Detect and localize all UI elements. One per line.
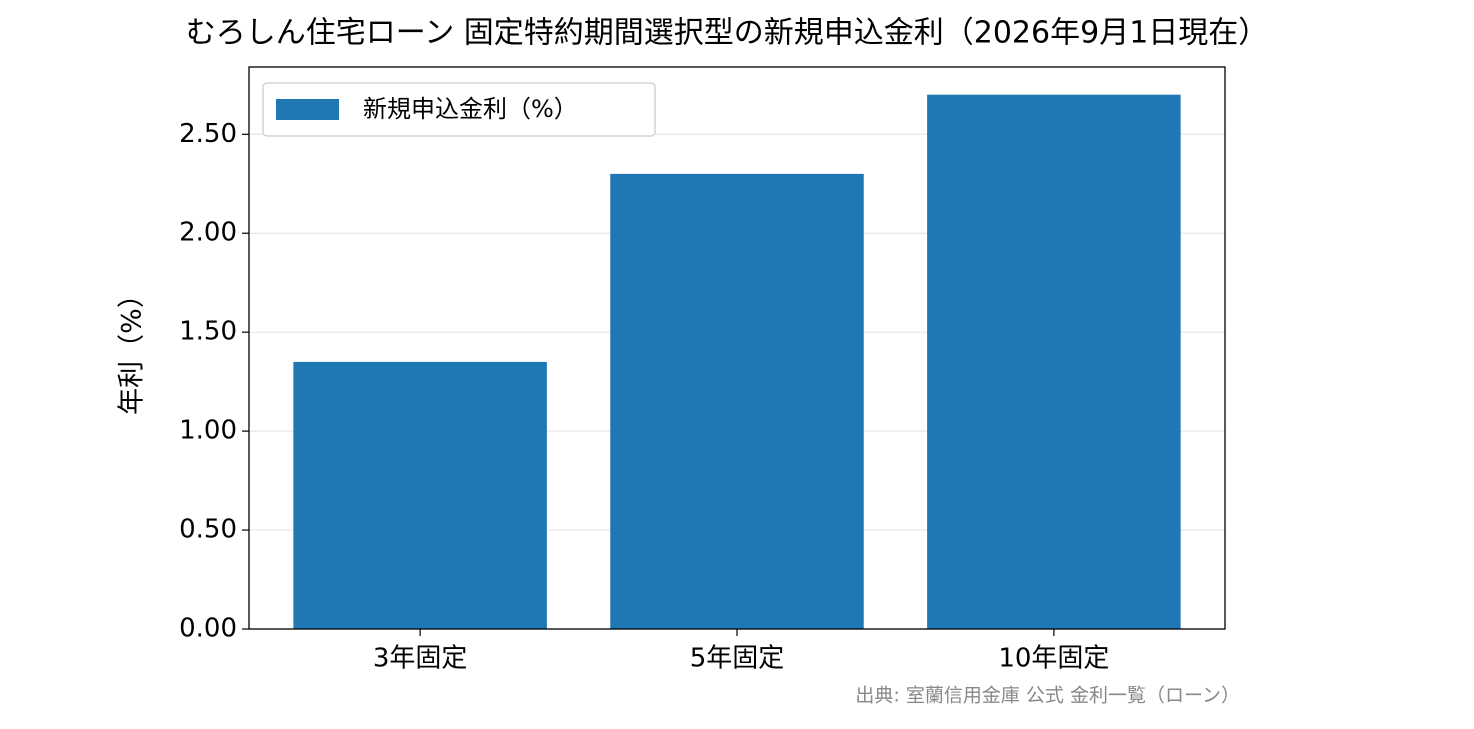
bar bbox=[610, 173, 864, 629]
x-tick-label: 5年固定 bbox=[690, 644, 785, 674]
bar bbox=[927, 94, 1181, 629]
y-tick-label: 1.00 bbox=[179, 416, 237, 446]
source-note: 出典: 室蘭信用金庫 公式 金利一覧（ローン） bbox=[855, 685, 1240, 707]
axes-frame bbox=[248, 66, 1226, 630]
x-tick-label: 10年固定 bbox=[998, 644, 1109, 674]
bar bbox=[293, 361, 547, 629]
legend-label: 新規申込金利（%） bbox=[363, 95, 578, 123]
y-tick-label: 0.50 bbox=[179, 515, 237, 545]
y-tick-label: 2.00 bbox=[179, 218, 237, 248]
y-tick-label: 2.50 bbox=[179, 119, 237, 149]
chart-title: むろしん住宅ローン 固定特約期間選択型の新規申込金利（2026年9月1日現在） bbox=[186, 16, 1269, 51]
y-tick-label: 1.50 bbox=[179, 317, 237, 347]
legend-swatch bbox=[276, 99, 339, 120]
y-axis-label: 年利（%） bbox=[117, 281, 148, 415]
x-tick-label: 3年固定 bbox=[373, 644, 468, 674]
legend-box bbox=[262, 82, 656, 137]
y-tick-label: 0.00 bbox=[179, 614, 237, 644]
